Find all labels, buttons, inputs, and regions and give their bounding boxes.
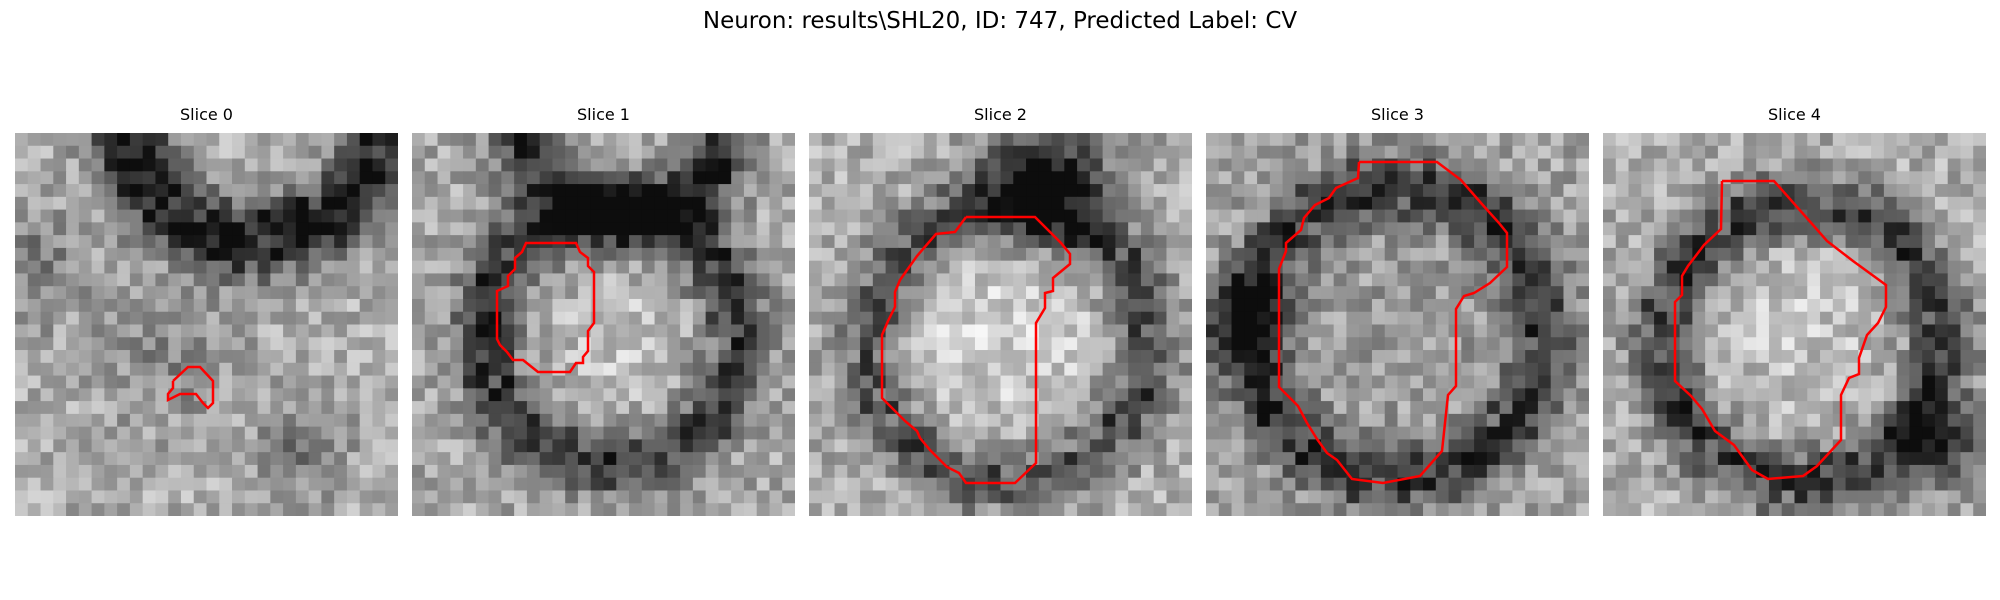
pixel-grid — [1603, 133, 1986, 516]
slice-image — [1603, 133, 1986, 516]
slice-image-svg — [1206, 133, 1589, 516]
slice-title: Slice 4 — [1768, 105, 1821, 124]
slice-image-svg — [15, 133, 398, 516]
slice-title: Slice 1 — [577, 105, 630, 124]
contour-outline — [880, 215, 1072, 485]
slice-image — [15, 133, 398, 516]
contour-outline — [495, 241, 596, 374]
pixel-grid — [15, 133, 398, 516]
slice-image-svg — [809, 133, 1192, 516]
slice-title: Slice 0 — [180, 105, 233, 124]
slice-image — [412, 133, 795, 516]
figure-title: Neuron: results\SHL20, ID: 747, Predicte… — [702, 8, 1298, 34]
slice-image — [1206, 133, 1589, 516]
pixel-grid — [412, 133, 795, 516]
contour-outline — [166, 365, 215, 410]
pixel-grid — [809, 133, 1192, 516]
contour-outline — [1673, 179, 1888, 481]
slice-title: Slice 3 — [1371, 105, 1424, 124]
pixel-grid — [1206, 133, 1589, 516]
slice-title: Slice 2 — [974, 105, 1027, 124]
slice-image — [809, 133, 1192, 516]
slice-image-svg — [1603, 133, 1986, 516]
slice-image-svg — [412, 133, 795, 516]
contour-outline — [1277, 160, 1509, 485]
